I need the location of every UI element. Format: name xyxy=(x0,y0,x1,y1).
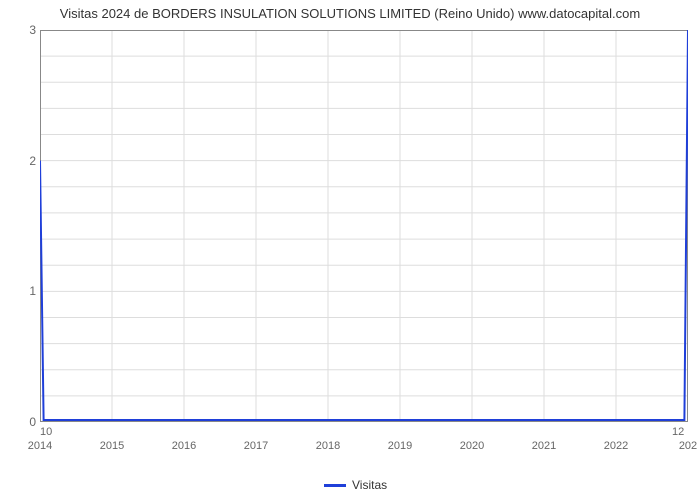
legend-swatch xyxy=(324,484,346,487)
x-tick-label: 2022 xyxy=(591,440,641,452)
chart-title: Visitas 2024 de BORDERS INSULATION SOLUT… xyxy=(0,6,700,21)
y-tick-label: 3 xyxy=(10,23,36,37)
x-tick-label: 2016 xyxy=(159,440,209,452)
y-tick-label: 1 xyxy=(10,284,36,298)
secondary-label-right: 12 xyxy=(672,426,684,438)
x-tick-label: 2018 xyxy=(303,440,353,452)
y-tick-label: 2 xyxy=(10,154,36,168)
x-tick-label: 2014 xyxy=(15,440,65,452)
secondary-label-left: 10 xyxy=(40,426,52,438)
x-tick-label: 202 xyxy=(663,440,700,452)
chart-container: Visitas 2024 de BORDERS INSULATION SOLUT… xyxy=(0,0,700,500)
x-tick-label: 2019 xyxy=(375,440,425,452)
x-tick-label: 2017 xyxy=(231,440,281,452)
legend-label: Visitas xyxy=(352,478,387,492)
x-tick-label: 2021 xyxy=(519,440,569,452)
x-tick-label: 2015 xyxy=(87,440,137,452)
y-tick-label: 0 xyxy=(10,415,36,429)
plot-area xyxy=(40,30,688,422)
legend: Visitas xyxy=(324,478,387,492)
x-tick-label: 2020 xyxy=(447,440,497,452)
